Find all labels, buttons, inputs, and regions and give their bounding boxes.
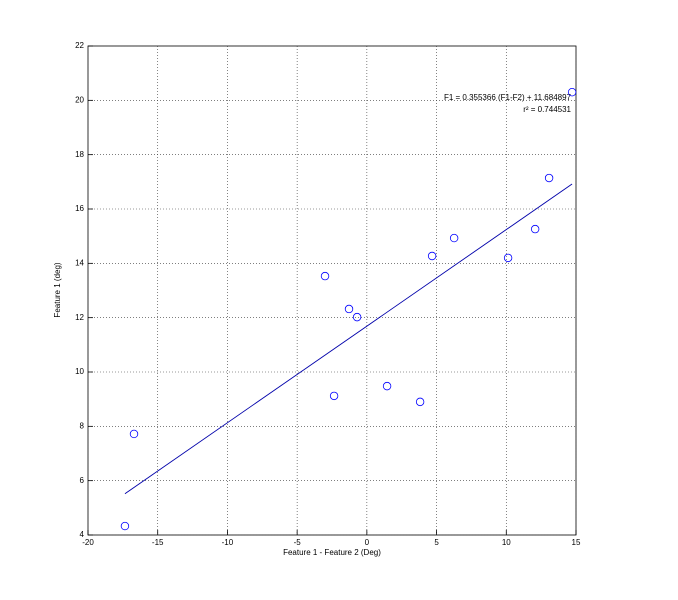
x-tick-label: 10 bbox=[502, 538, 511, 547]
scatter-point bbox=[530, 224, 540, 234]
x-tick-label: -20 bbox=[82, 538, 94, 547]
scatter-point bbox=[415, 397, 425, 407]
scatter-point bbox=[544, 173, 554, 183]
x-tick-label: 15 bbox=[572, 538, 581, 547]
y-tick-label: 16 bbox=[75, 204, 84, 213]
x-tick-label: 0 bbox=[365, 538, 370, 547]
scatter-point bbox=[567, 87, 577, 97]
scatter-point bbox=[503, 253, 513, 263]
fit-line bbox=[124, 183, 573, 495]
y-tick-label: 12 bbox=[75, 313, 84, 322]
x-axis-label: Feature 1 - Feature 2 (Deg) bbox=[283, 548, 381, 557]
annotation: r² = 0.744531 bbox=[523, 105, 571, 114]
scatter-point bbox=[320, 271, 330, 281]
annotation: F1 = 0.355366 (F1-F2) + 11.684897 bbox=[444, 93, 572, 102]
scatter-point bbox=[352, 312, 362, 322]
y-tick-label: 4 bbox=[80, 530, 85, 539]
y-tick-label: 18 bbox=[75, 150, 84, 159]
y-tick-label: 10 bbox=[75, 367, 84, 376]
plot-frame bbox=[87, 45, 577, 536]
scatter-point bbox=[344, 304, 354, 314]
y-tick-label: 20 bbox=[75, 95, 84, 104]
scatter-point bbox=[382, 381, 392, 391]
y-axis-label: Feature 1 (deg) bbox=[53, 262, 62, 317]
x-tick-label: -5 bbox=[294, 538, 302, 547]
scatter-point bbox=[329, 391, 339, 401]
x-tick-label: -10 bbox=[222, 538, 234, 547]
y-tick-label: 6 bbox=[80, 476, 85, 485]
y-tick-label: 22 bbox=[75, 41, 84, 50]
scatter-point bbox=[449, 233, 459, 243]
x-tick-label: 5 bbox=[434, 538, 439, 547]
x-tick-label: -15 bbox=[152, 538, 164, 547]
y-tick-label: 8 bbox=[80, 421, 85, 430]
y-tick-label: 14 bbox=[75, 258, 84, 267]
scatter-point bbox=[120, 521, 130, 531]
scatter-point bbox=[427, 251, 437, 261]
scatter-point bbox=[129, 429, 139, 439]
